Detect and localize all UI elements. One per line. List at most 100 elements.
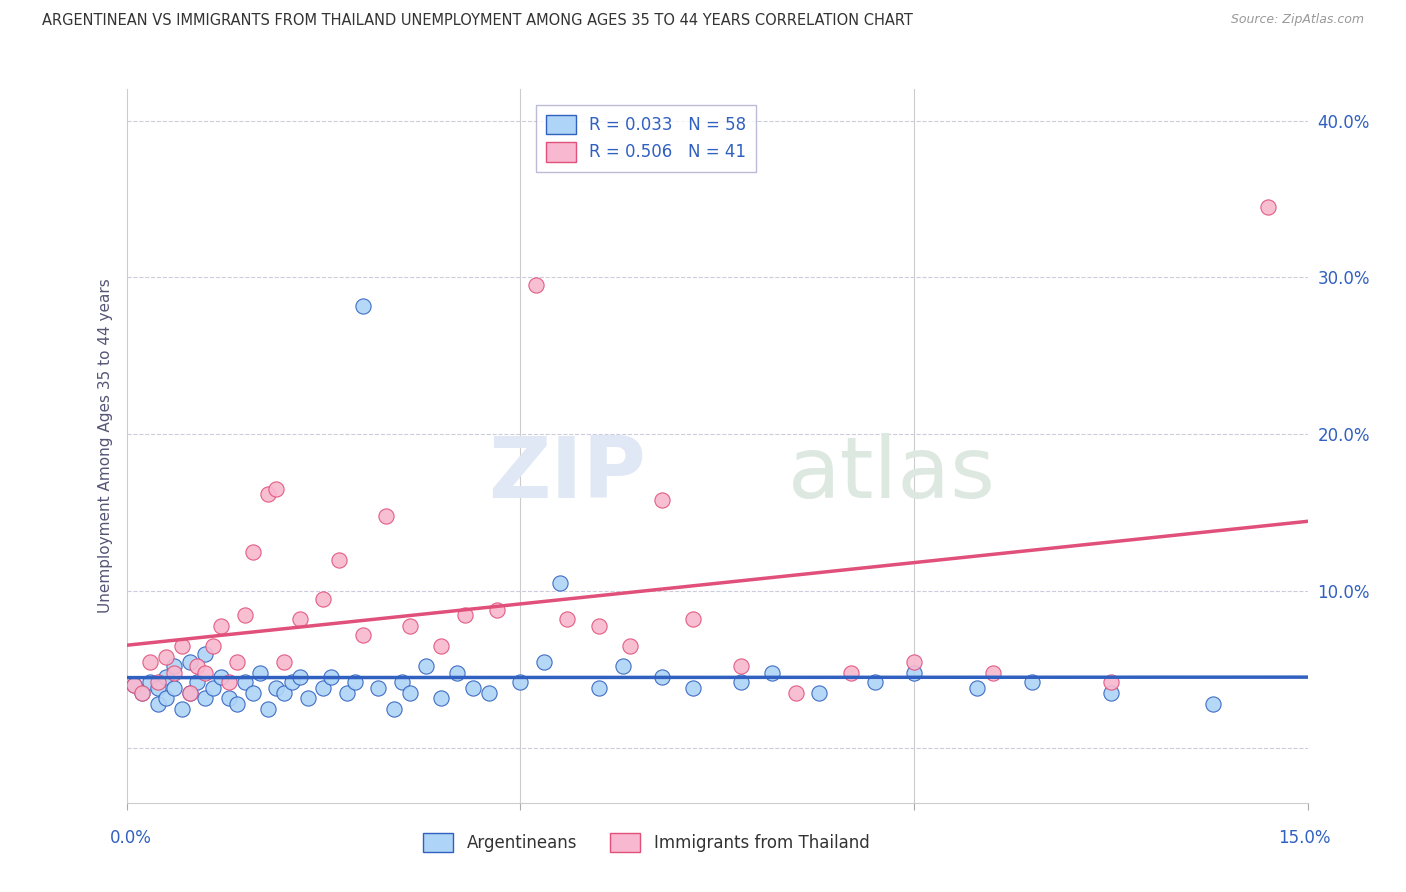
Point xyxy=(446,665,468,680)
Point xyxy=(399,686,422,700)
Y-axis label: Unemployment Among Ages 35 to 44 years: Unemployment Among Ages 35 to 44 years xyxy=(97,278,112,614)
Point xyxy=(312,681,335,696)
Point xyxy=(966,681,988,696)
Point xyxy=(454,607,477,622)
Point xyxy=(651,493,673,508)
Point xyxy=(730,659,752,673)
Text: ARGENTINEAN VS IMMIGRANTS FROM THAILAND UNEMPLOYMENT AMONG AGES 35 TO 44 YEARS C: ARGENTINEAN VS IMMIGRANTS FROM THAILAND … xyxy=(42,13,912,29)
Point xyxy=(612,659,634,673)
Point xyxy=(533,655,555,669)
Point xyxy=(139,655,162,669)
Point xyxy=(194,647,217,661)
Point xyxy=(1257,200,1279,214)
Point xyxy=(336,686,359,700)
Point xyxy=(225,655,247,669)
Point xyxy=(352,299,374,313)
Point xyxy=(903,665,925,680)
Point xyxy=(1099,675,1122,690)
Point xyxy=(375,508,398,523)
Point xyxy=(170,702,193,716)
Point xyxy=(202,639,225,653)
Point xyxy=(343,675,366,690)
Text: 0.0%: 0.0% xyxy=(110,829,152,847)
Point xyxy=(382,702,405,716)
Point xyxy=(808,686,831,700)
Point xyxy=(863,675,886,690)
Point xyxy=(485,603,508,617)
Point xyxy=(730,675,752,690)
Point xyxy=(312,591,335,606)
Point xyxy=(257,487,280,501)
Point xyxy=(682,681,704,696)
Point xyxy=(218,675,240,690)
Point xyxy=(131,686,153,700)
Point xyxy=(257,702,280,716)
Point xyxy=(352,628,374,642)
Point xyxy=(524,278,547,293)
Point xyxy=(273,655,295,669)
Point xyxy=(249,665,271,680)
Point xyxy=(179,686,201,700)
Point xyxy=(288,670,311,684)
Point xyxy=(557,612,579,626)
Point xyxy=(548,576,571,591)
Point xyxy=(297,690,319,705)
Point xyxy=(163,659,186,673)
Point xyxy=(588,618,610,632)
Point xyxy=(179,686,201,700)
Point xyxy=(273,686,295,700)
Point xyxy=(430,639,453,653)
Point xyxy=(186,659,208,673)
Point xyxy=(202,681,225,696)
Point xyxy=(155,670,177,684)
Point xyxy=(146,697,169,711)
Point xyxy=(461,681,484,696)
Point xyxy=(225,697,247,711)
Point xyxy=(163,681,186,696)
Point xyxy=(131,686,153,700)
Point xyxy=(146,681,169,696)
Point xyxy=(242,686,264,700)
Point xyxy=(209,618,232,632)
Point xyxy=(588,681,610,696)
Point xyxy=(391,675,413,690)
Text: Source: ZipAtlas.com: Source: ZipAtlas.com xyxy=(1230,13,1364,27)
Text: atlas: atlas xyxy=(787,433,995,516)
Point xyxy=(839,665,862,680)
Point xyxy=(124,678,146,692)
Point xyxy=(761,665,783,680)
Point xyxy=(1021,675,1043,690)
Point xyxy=(155,690,177,705)
Point xyxy=(146,675,169,690)
Point xyxy=(264,482,287,496)
Point xyxy=(328,552,350,566)
Legend: Argentineans, Immigrants from Thailand: Argentineans, Immigrants from Thailand xyxy=(416,826,876,859)
Point xyxy=(288,612,311,626)
Point xyxy=(194,665,217,680)
Point xyxy=(194,690,217,705)
Point xyxy=(1202,697,1225,711)
Point xyxy=(233,675,256,690)
Point xyxy=(124,678,146,692)
Point xyxy=(981,665,1004,680)
Point xyxy=(651,670,673,684)
Point xyxy=(233,607,256,622)
Point xyxy=(785,686,807,700)
Text: ZIP: ZIP xyxy=(488,433,647,516)
Point xyxy=(242,545,264,559)
Point xyxy=(321,670,343,684)
Point xyxy=(281,675,304,690)
Point xyxy=(367,681,389,696)
Point xyxy=(179,655,201,669)
Point xyxy=(399,618,422,632)
Point xyxy=(430,690,453,705)
Text: 15.0%: 15.0% xyxy=(1278,829,1331,847)
Point xyxy=(163,665,186,680)
Point xyxy=(509,675,531,690)
Point xyxy=(139,675,162,690)
Point xyxy=(264,681,287,696)
Point xyxy=(415,659,437,673)
Point xyxy=(155,649,177,664)
Point xyxy=(619,639,641,653)
Point xyxy=(682,612,704,626)
